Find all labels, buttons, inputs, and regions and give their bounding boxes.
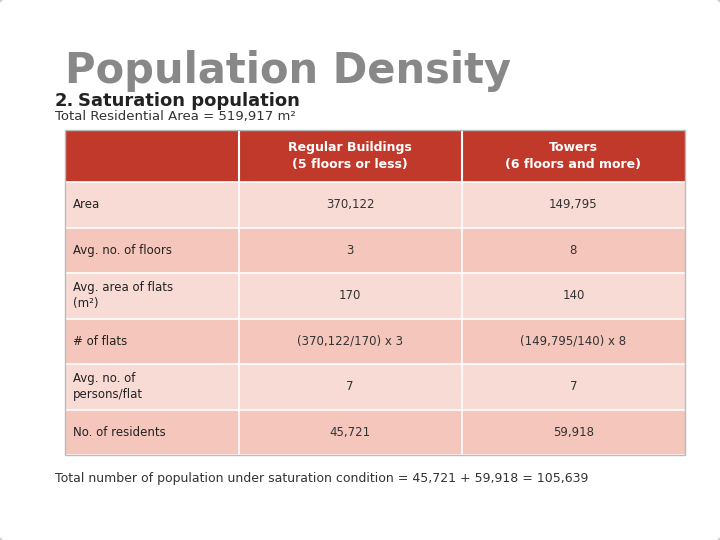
Bar xyxy=(238,130,462,182)
Text: Regular Buildings
(5 floors or less): Regular Buildings (5 floors or less) xyxy=(288,141,412,171)
Text: 7: 7 xyxy=(570,380,577,393)
Bar xyxy=(238,227,462,273)
Text: Saturation population: Saturation population xyxy=(78,92,300,110)
Bar xyxy=(65,130,685,455)
Text: Towers
(6 floors and more): Towers (6 floors and more) xyxy=(505,141,642,171)
Text: (149,795/140) x 8: (149,795/140) x 8 xyxy=(521,335,626,348)
Text: No. of residents: No. of residents xyxy=(73,426,166,438)
Text: 2.: 2. xyxy=(55,92,74,110)
Bar xyxy=(238,182,462,227)
Bar xyxy=(238,273,462,319)
Text: Population Density: Population Density xyxy=(65,50,511,92)
Bar xyxy=(65,409,238,455)
Bar xyxy=(462,182,685,227)
Bar xyxy=(462,273,685,319)
Text: 59,918: 59,918 xyxy=(553,426,594,438)
Bar xyxy=(238,319,462,364)
Text: Avg. area of flats
(m²): Avg. area of flats (m²) xyxy=(73,281,173,310)
Bar xyxy=(462,409,685,455)
Bar xyxy=(462,130,685,182)
Bar xyxy=(65,182,238,227)
Bar xyxy=(238,409,462,455)
Text: 140: 140 xyxy=(562,289,585,302)
Bar xyxy=(65,319,238,364)
Text: Avg. no. of
persons/flat: Avg. no. of persons/flat xyxy=(73,372,143,401)
Bar xyxy=(238,364,462,409)
Text: # of flats: # of flats xyxy=(73,335,127,348)
Text: 3: 3 xyxy=(346,244,354,256)
Text: Area: Area xyxy=(73,198,100,211)
Bar xyxy=(65,130,238,182)
Text: Total Residential Area = 519,917 m²: Total Residential Area = 519,917 m² xyxy=(55,110,296,123)
Bar xyxy=(462,227,685,273)
Text: 370,122: 370,122 xyxy=(326,198,374,211)
Text: 45,721: 45,721 xyxy=(330,426,371,438)
Text: Total number of population under saturation condition = 45,721 + 59,918 = 105,63: Total number of population under saturat… xyxy=(55,472,588,485)
Text: 8: 8 xyxy=(570,244,577,256)
Text: 7: 7 xyxy=(346,380,354,393)
Text: 170: 170 xyxy=(339,289,361,302)
Bar xyxy=(462,319,685,364)
Bar xyxy=(462,364,685,409)
Bar xyxy=(65,227,238,273)
Text: 149,795: 149,795 xyxy=(549,198,598,211)
Text: Avg. no. of floors: Avg. no. of floors xyxy=(73,244,172,256)
Bar xyxy=(65,273,238,319)
Text: (370,122/170) x 3: (370,122/170) x 3 xyxy=(297,335,403,348)
Bar xyxy=(65,364,238,409)
